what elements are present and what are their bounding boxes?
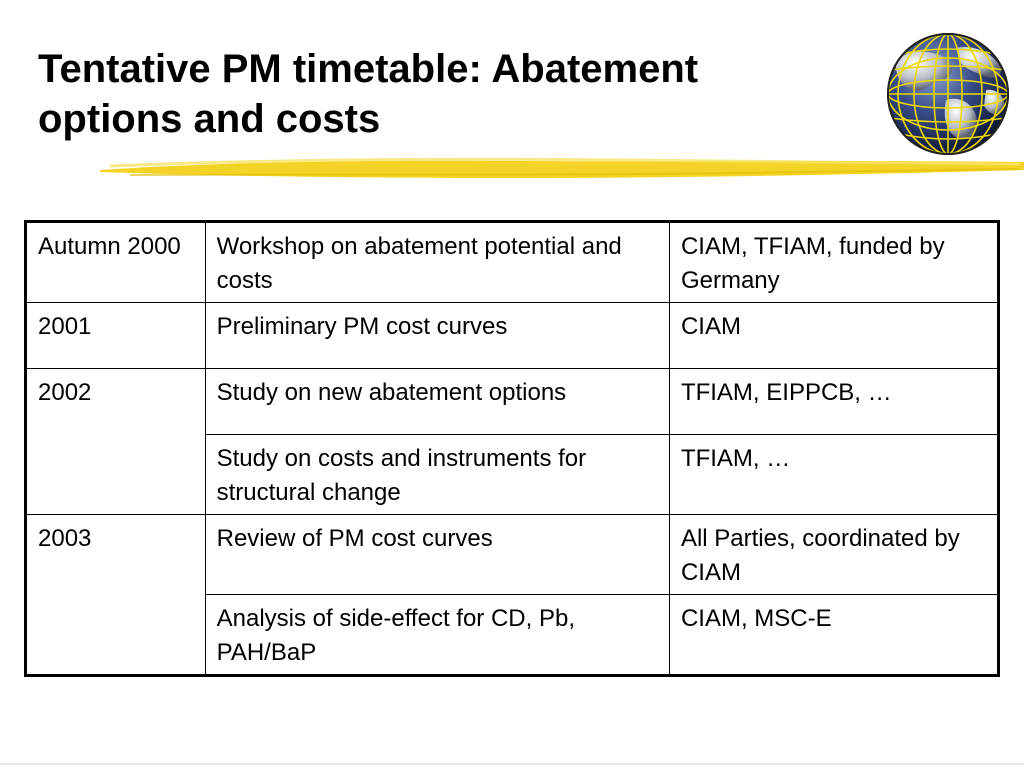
table-row: Study on costs and instruments for struc…: [26, 434, 1000, 515]
activity-cell: Analysis of side-effect for CD, Pb, PAH/…: [204, 594, 670, 676]
table-row: 2002 Study on new abatement options TFIA…: [25, 368, 1000, 515]
period-cell: Autumn 2000: [25, 221, 206, 303]
activity-cell: Study on new abatement options: [204, 368, 670, 435]
responsible-cell: TFIAM, EIPPCB, …: [668, 368, 1000, 435]
activity-cell: Workshop on abatement potential and cost…: [204, 221, 670, 303]
slide-title-line-2: options and costs: [38, 97, 381, 141]
period-cell: 2001: [25, 302, 206, 369]
table-row: 2003 Review of PM cost curves All Partie…: [25, 514, 1000, 676]
slide-bottom-divider: [0, 763, 1024, 765]
responsible-cell: All Parties, coordinated by CIAM: [668, 514, 1000, 595]
responsible-cell: CIAM, TFIAM, funded by Germany: [668, 221, 1000, 303]
table-row: Autumn 2000 Workshop on abatement potent…: [25, 221, 1000, 303]
title-underline-brushstroke: [100, 157, 1024, 178]
slide-title: Tentative PM timetable: Abatement option…: [38, 44, 818, 144]
globe-icon: [887, 33, 1009, 155]
timetable-table: Autumn 2000 Workshop on abatement potent…: [24, 220, 1000, 677]
period-cell: 2003: [25, 514, 206, 676]
responsible-cell: CIAM: [668, 302, 1000, 369]
table-row: Analysis of side-effect for CD, Pb, PAH/…: [26, 594, 1000, 676]
responsible-cell: CIAM, MSC-E: [668, 594, 1000, 676]
table-row: 2001 Preliminary PM cost curves CIAM: [25, 302, 1000, 369]
activity-cell: Preliminary PM cost curves: [204, 302, 670, 369]
activity-cell: Study on costs and instruments for struc…: [204, 434, 670, 515]
responsible-cell: TFIAM, …: [668, 434, 1000, 515]
slide-title-line-1: Tentative PM timetable: Abatement: [38, 47, 699, 91]
period-cell: 2002: [25, 368, 206, 515]
activity-cell: Review of PM cost curves: [204, 514, 670, 595]
